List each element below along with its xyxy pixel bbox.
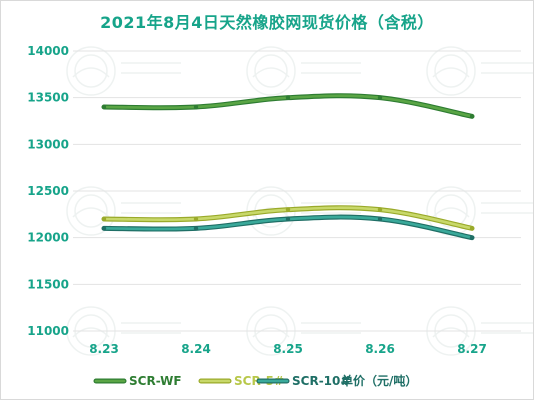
x-tick-label: 8.26 (365, 342, 395, 356)
watermark-layer (66, 46, 533, 356)
data-point (285, 95, 291, 100)
data-point (193, 216, 199, 222)
x-tick-label: 8.25 (273, 342, 303, 356)
y-tick-label: 11500 (27, 277, 69, 291)
watermark-logo (426, 186, 533, 236)
data-point (101, 104, 107, 110)
unit-label: 单价（元/吨） (341, 373, 417, 388)
data-point (377, 95, 383, 100)
data-point (193, 226, 199, 231)
data-point (285, 207, 291, 212)
data-point (469, 235, 475, 240)
data-point (377, 207, 383, 212)
chart-title: 2021年8月4日天然橡胶网现货价格（含税） (100, 13, 434, 32)
x-tick-label: 8.27 (457, 342, 487, 356)
y-tick-label: 14000 (27, 44, 69, 58)
legend-label: SCR-10# (292, 374, 350, 388)
y-tick-labels: 11000 11500 12000 12500 13000 13500 14000 (27, 44, 69, 338)
data-point (101, 216, 107, 222)
data-point (469, 114, 475, 119)
x-tick-label: 8.23 (89, 342, 119, 356)
watermark-logo (246, 46, 361, 96)
y-tick-label: 12000 (27, 231, 69, 245)
data-point (285, 216, 291, 222)
y-tick-label: 12500 (27, 184, 69, 198)
series-layer (101, 93, 475, 241)
data-point (193, 104, 199, 110)
data-point (377, 216, 383, 222)
legend-item: SCR-10# (256, 374, 350, 388)
watermark-logo (66, 186, 181, 236)
watermark-logo (426, 46, 533, 96)
y-tick-label: 13500 (27, 91, 69, 105)
x-tick-label: 8.24 (181, 342, 211, 356)
legend-label: SCR-WF (129, 374, 182, 388)
legend-item: SCR-WF (93, 374, 182, 388)
x-tick-labels: 8.23 8.24 8.25 8.26 8.27 (89, 342, 487, 356)
series-scr-10- (101, 214, 475, 241)
data-point (469, 226, 475, 231)
series-scr-5- (101, 205, 475, 231)
watermark-logo (66, 46, 181, 96)
grid-lines (73, 50, 521, 332)
series-scr-wf (101, 93, 475, 119)
y-tick-label: 13000 (27, 137, 69, 151)
data-point (101, 226, 107, 231)
y-tick-label: 11000 (27, 324, 69, 338)
